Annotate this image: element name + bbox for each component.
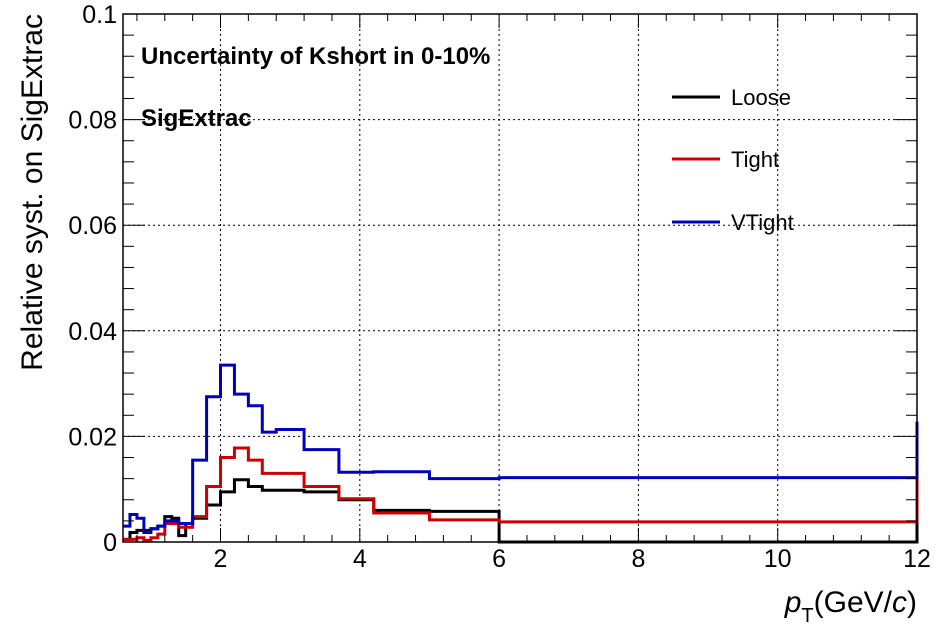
legend: Loose Tight VTight [672,85,794,235]
series-tight-line [123,446,919,542]
x-tick-label: 2 [214,545,228,573]
chart-title: Uncertainty of Kshort in 0-10% [141,43,490,70]
grid [123,14,917,542]
legend-tight-label: Tight [731,147,779,172]
x-tick-label: 4 [353,545,367,573]
legend-vtight-label: VTight [731,210,794,235]
axis-ticks [123,13,918,543]
tick-labels: 2 4 6 8 10 12 0 0.02 0.04 0.06 0.08 0.1 [68,1,931,573]
x-axis-title: pT(GeV/c) [784,586,917,627]
legend-loose-label: Loose [731,85,791,110]
series-layer [123,363,919,544]
series-vtight-line [123,363,919,534]
y-tick-label: 0.08 [68,107,117,135]
x-tick-label: 6 [492,545,506,573]
x-tick-label: 12 [903,545,931,573]
chart-subtitle: SigExtrac [141,105,252,132]
y-tick-label: 0.06 [68,212,117,240]
plot-frame [122,13,918,543]
x-tick-label: 10 [764,545,792,573]
series-loose-line [123,444,919,544]
x-tick-label: 8 [631,545,645,573]
y-axis-title: Relative syst. on SigExtrac [16,14,49,371]
y-tick-label: 0.02 [68,423,117,451]
y-tick-label: 0.04 [68,318,117,346]
y-tick-label: 0.1 [82,1,117,29]
y-tick-label: 0 [103,529,117,557]
